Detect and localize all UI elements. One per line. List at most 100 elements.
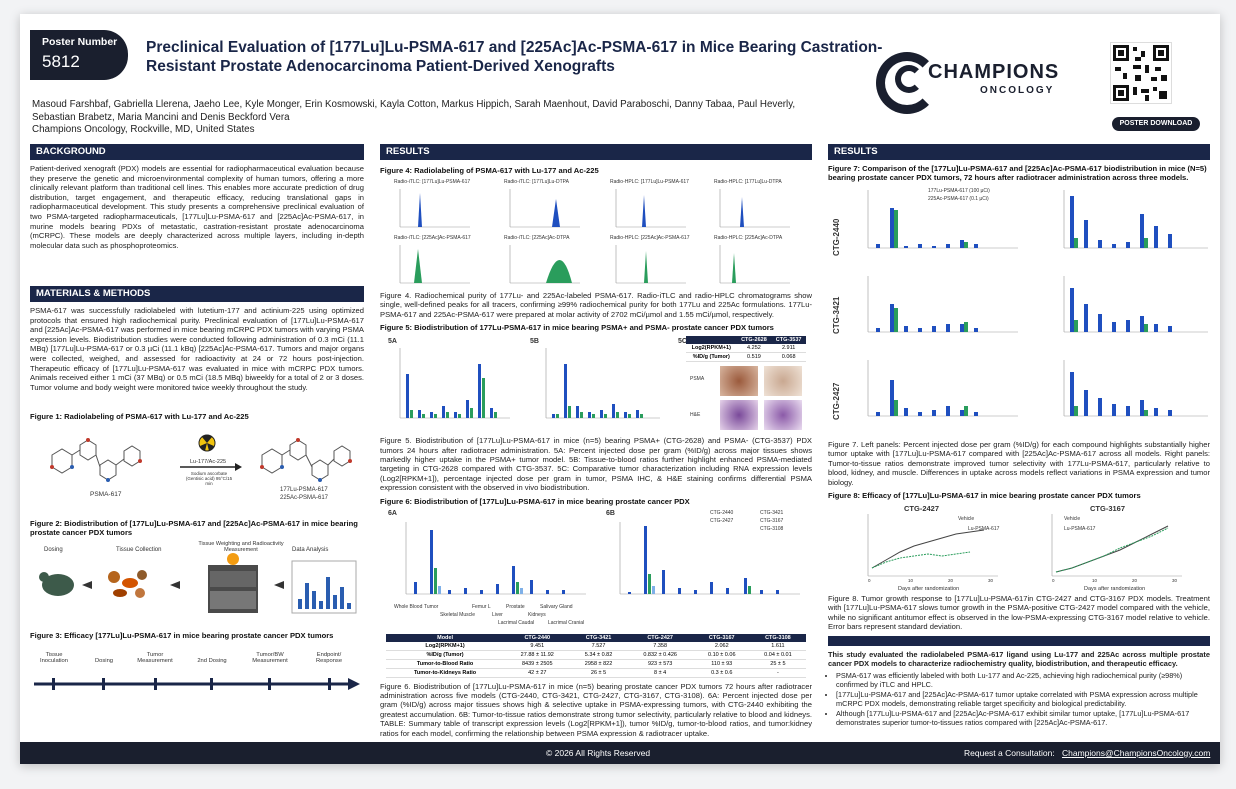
fig4-panel-6-title: Radio-iTLC: [225Ac]Ac-DTPA [504,235,570,241]
fig8-xlabel-2: Days after randomization [1084,586,1146,593]
fig3-step-6: Endpoint/ Response [315,652,343,664]
svg-text:0: 0 [868,578,871,583]
table-cell: %ID/g (Tumor) [386,650,505,660]
fig8-charts: CTG-2427 CTG-3167 Vehicle Lu-PSMA-617 Ve… [828,502,1210,594]
fig6-bars [405,521,800,594]
fig8-legend-vehicle-1: Vehicle [958,516,975,523]
list-item: [177Lu]Lu-PSMA-617 and [225Ac]Ac-PSMA-61… [836,690,1210,708]
fig5c-he-label: H&E [690,412,701,419]
fig6-legend-5: CTG-3108 [760,525,784,532]
conclusion-intro: This study evaluated the radiolabeled PS… [828,649,1210,669]
fig6-summary-table: Model CTG-2440 CTG-3421 CTG-2427 CTG-316… [386,633,806,678]
champions-logo[interactable]: CHAMPIONS ONCOLOGY [870,52,1080,114]
fig5-title: Figure 5: Biodistribution of 177Lu-PSMA-… [380,323,774,333]
table-cell: 923 ± 573 [626,659,694,669]
fig6-summary-table-wrap: Model CTG-2440 CTG-3421 CTG-2427 CTG-316… [380,633,812,678]
svg-text:30: 30 [1172,578,1178,583]
fig6-xcat-7: Kidneys [528,611,546,618]
poster-number-label: Poster Number [42,36,118,48]
fig1-conditions-label: Sodium ascorbate (Gentisic acid) 95°C/15… [185,471,233,486]
fig6-legend-3: CTG-2427 [710,517,734,524]
fig7-bars [867,190,1208,417]
fig5c-table: CTG-2628 CTG-3537 Log2(RPKM+1) 4.252 2.9… [686,336,806,434]
fig1-structures [50,434,352,482]
fig3-step-4: 2nd Dosing [197,658,227,664]
svg-text:20: 20 [948,578,954,583]
fig8-legend-lu-1: Lu-PSMA-617 [968,526,1000,533]
fig5c-expression-table: CTG-2628 CTG-3537 Log2(RPKM+1) 4.252 2.9… [686,336,806,363]
svg-text:20: 20 [1132,578,1138,583]
fig7-legend-ac: 225Ac-PSMA-617 (0.1 µCi) [928,196,989,202]
table-cell: 42 ± 27 [504,668,571,678]
fig2-step-analysis: Data Analysis [292,547,329,553]
logo-name: CHAMPIONS [928,61,1060,83]
fig2-title: Figure 2: Biodistribution of [177Lu]Lu-P… [30,519,358,537]
table-cell: 7.527 [570,641,627,651]
table-cell: 5.34 ± 0.82 [570,650,627,660]
poster-download-button[interactable]: POSTER DOWNLOAD [1112,117,1200,131]
fig6-legend-4: CTG-3167 [760,517,784,524]
left-column: BACKGROUND Patient-derived xenograft (PD… [30,144,364,710]
fig5c-cell: 4.252 [736,344,772,354]
fig4-panel-3-title: Radio-HPLC: [177Lu]Lu-PSMA-617 [610,179,689,185]
list-item: Although [177Lu]Lu-PSMA-617 and [225Ac]A… [836,709,1210,727]
list-item: PSMA-617 was efficiently labeled with bo… [836,671,1210,689]
fig1-scheme: PSMA-617 Lu-177/Ac-225 Sodium ascorbate … [30,425,364,507]
fig5b-label: 5B [530,338,539,346]
fig3-arrow [34,678,360,690]
fig1-lu-product-label: 177Lu-PSMA-617 [280,487,328,493]
fig2-step-measurement: Tissue Weighting and Radioactivity Measu… [198,541,284,553]
table-cell: 0.04 ± 0.01 [749,650,806,660]
table-cell: Log2(RPKM+1) [386,641,505,651]
footer: © 2026 All Rights Reserved Request a Con… [20,742,1220,764]
fig6-xcat-10: Lacrimal Caudal [498,619,535,626]
contact-label: Request a Consultation: [964,748,1055,758]
conclusion-list: PSMA-617 was efficiently labeled with bo… [828,671,1210,727]
psma-ihc-2628-image [720,366,758,397]
fig7-legend-lu: 177Lu-PSMA-617 (100 µCi) [928,188,990,194]
fig8-lines: 0 10 20 30 0 10 20 30 [867,514,1182,583]
methods-text: PSMA-617 was successfully radiolabeled w… [30,306,364,392]
fig7-title: Figure 7: Comparison of the [177Lu]Lu-PS… [828,164,1207,182]
fig4-panel-8-title: Radio-HPLC: [225Ac]Ac-DTPA [714,235,783,241]
table-cell: 2.062 [693,641,750,651]
fig3-title: Figure 3: Efficacy [177Lu]Lu-PSMA-617 in… [30,631,334,640]
results-heading-right: RESULTS [828,144,1210,160]
table-cell: 2958 ± 822 [570,659,627,669]
fig2-workflow: Dosing Tissue Collection Tissue Weightin… [30,541,364,621]
svg-text:10: 10 [908,578,914,583]
fig3-step-2: Dosing [94,658,114,664]
fig6-xcat-1: Whole Blood [394,603,423,610]
fig7-caption: Figure 7. Left panels: Percent injected … [828,440,1210,487]
fig6-xcat-6: Prostate [506,603,525,610]
right-column: RESULTS Figure 7: Comparison of the [177… [828,144,1210,728]
fig4-panel-1-title: Radio-iTLC: [177Lu]Lu-PSMA-617 [394,179,471,185]
fig8-legend-lu-2: Lu-PSMA-617 [1064,526,1096,533]
fig8-model-2: CTG-3167 [1090,504,1126,514]
fig6-title: Figure 6: Biodistribution of [177Lu]Lu-P… [380,496,690,506]
fig3-step-5: Tumor/BW Measurement [252,652,288,664]
conclusion-bar [828,635,1210,646]
fig6-table-header: CTG-3421 [570,633,627,642]
fig7-panels: CTG-2440 CTG-3421 CTG-2427 177Lu-PSMA-61… [828,184,1210,440]
qr-code-icon[interactable] [1110,42,1172,104]
fig5c-psma-label: PSMA [690,376,705,383]
fig6-xcat-9: Lacrimal Cranial [548,619,585,626]
methods-heading: MATERIALS & METHODS [30,286,364,302]
he-3537-image [764,400,802,431]
table-cell: 9.451 [504,641,571,651]
fig5-caption: Figure 5. Biodistribution of [177Lu]Lu-P… [380,436,812,493]
fig1-title: Figure 1: Radiolabeling of PSMA-617 with… [30,412,249,421]
authors: Masoud Farshbaf, Gabriella Llerena, Jaeh… [32,99,796,123]
fig6a-label: 6A [388,509,397,517]
fig8-model-1: CTG-2427 [904,504,940,514]
fig7-model-2: CTG-3421 [832,296,841,334]
fig6-legend-2: CTG-3421 [760,509,784,516]
fig3-step-1: Tissue Inoculation [39,652,69,664]
fig6-table-header: CTG-2427 [626,633,694,642]
background-heading: BACKGROUND [30,144,364,160]
fig6-xcat-5: Liver [492,611,503,618]
contact-email-link[interactable]: Champions@ChampionsOncology.com [1062,748,1211,758]
fig5c-cell: 0.519 [736,352,772,363]
table-cell: 0.10 ± 0.06 [693,650,750,660]
